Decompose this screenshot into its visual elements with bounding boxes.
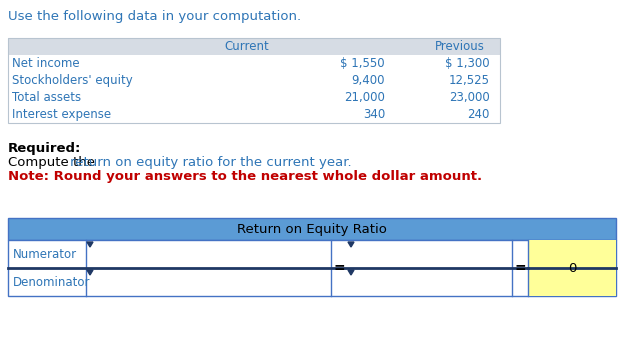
Text: =: = [514,261,526,275]
Text: Interest expense: Interest expense [12,108,111,121]
Text: Total assets: Total assets [12,91,81,104]
Bar [8,38,500,123]
Text: Denominator: Denominator [13,276,90,288]
Text: Required:: Required: [8,142,81,155]
Text: 21,000: 21,000 [344,91,385,104]
Text: $ 1,550: $ 1,550 [340,57,385,70]
Text: 12,525: 12,525 [449,74,490,87]
Text: Net income: Net income [12,57,80,70]
Text: Use the following data in your computation.: Use the following data in your computati… [8,10,301,23]
Text: 340: 340 [363,108,385,121]
Text: =: = [333,261,345,275]
Text: Previous: Previous [435,40,485,53]
Text: Compute the: Compute the [8,156,99,169]
Polygon shape [348,242,354,247]
Text: Return on Equity Ratio: Return on Equity Ratio [237,222,387,236]
Text: return on equity ratio for the current year.: return on equity ratio for the current y… [70,156,352,169]
Polygon shape [348,270,354,275]
Bar [8,55,500,72]
Text: 9,400: 9,400 [351,74,385,87]
Bar [8,89,500,106]
Text: 240: 240 [467,108,490,121]
Bar [528,240,616,296]
Text: Note: Round your answers to the nearest whole dollar amount.: Note: Round your answers to the nearest … [8,170,482,183]
Text: Numerator: Numerator [13,247,77,261]
Text: 23,000: 23,000 [449,91,490,104]
Bar [8,72,500,89]
Bar [8,106,500,123]
Text: Stockholders' equity: Stockholders' equity [12,74,133,87]
Bar [8,218,616,240]
Text: 0: 0 [568,261,576,275]
Text: $ 1,300: $ 1,300 [446,57,490,70]
Polygon shape [87,270,93,275]
Bar [8,38,500,55]
Bar [8,240,616,296]
Text: Current: Current [224,40,269,53]
Polygon shape [87,242,93,247]
